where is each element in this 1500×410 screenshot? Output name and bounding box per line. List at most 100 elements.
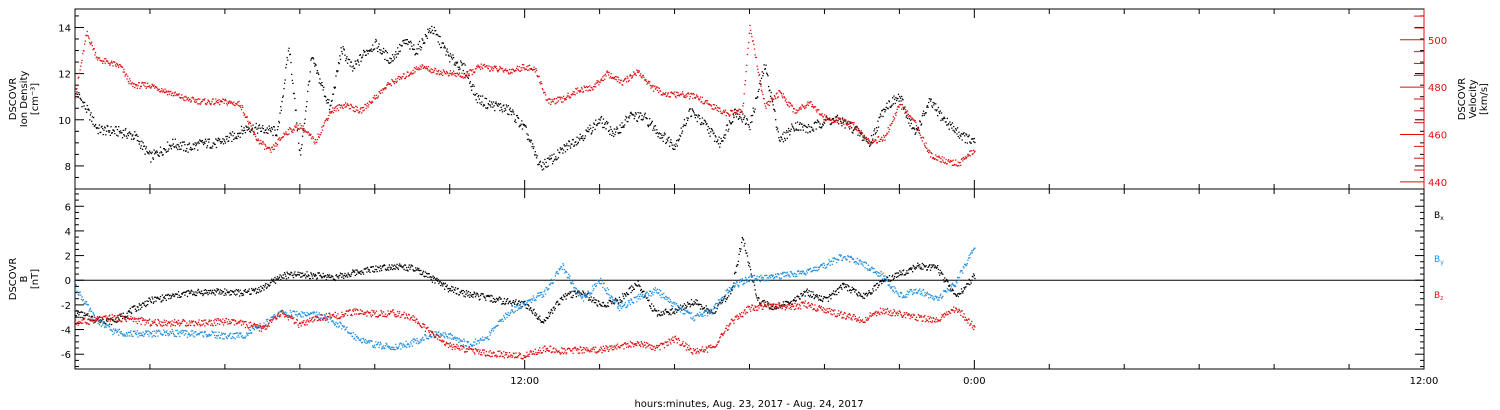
data-point bbox=[698, 99, 700, 101]
data-point bbox=[483, 103, 485, 106]
data-point bbox=[490, 106, 492, 108]
data-point bbox=[551, 163, 554, 165]
data-point bbox=[622, 80, 624, 82]
data-point bbox=[431, 336, 433, 338]
data-point bbox=[767, 85, 770, 88]
data-point bbox=[377, 46, 380, 48]
data-point bbox=[580, 90, 582, 93]
data-point bbox=[300, 316, 302, 318]
data-point bbox=[383, 51, 385, 54]
data-point bbox=[577, 291, 579, 293]
data-point bbox=[362, 110, 364, 112]
data-point bbox=[970, 142, 972, 144]
data-point bbox=[333, 86, 335, 88]
data-point bbox=[77, 311, 79, 313]
data-point bbox=[677, 309, 679, 311]
data-point bbox=[812, 130, 815, 132]
data-point bbox=[359, 54, 361, 57]
data-point bbox=[164, 334, 167, 336]
data-point bbox=[118, 319, 121, 321]
data-point bbox=[128, 309, 130, 312]
data-point bbox=[848, 128, 851, 130]
data-point bbox=[911, 117, 913, 119]
data-point bbox=[822, 298, 824, 300]
data-point bbox=[326, 119, 329, 121]
data-point bbox=[341, 50, 343, 53]
data-point bbox=[254, 287, 257, 290]
density-y-axis-title: [cm⁻³] bbox=[30, 83, 41, 115]
data-point bbox=[339, 107, 342, 109]
data-point bbox=[321, 85, 324, 87]
data-point bbox=[192, 97, 194, 99]
data-point bbox=[221, 101, 223, 103]
data-point bbox=[707, 308, 709, 310]
data-point bbox=[397, 267, 399, 269]
data-point bbox=[942, 279, 945, 281]
data-point bbox=[351, 66, 353, 68]
data-point bbox=[248, 288, 250, 290]
data-point bbox=[137, 309, 140, 311]
data-point bbox=[562, 294, 565, 296]
data-point bbox=[314, 312, 316, 314]
data-point bbox=[187, 151, 189, 153]
data-point bbox=[533, 66, 535, 68]
data-point bbox=[494, 65, 496, 67]
data-point bbox=[349, 107, 351, 110]
data-point bbox=[242, 106, 244, 108]
data-point bbox=[503, 110, 506, 112]
data-point bbox=[622, 125, 624, 127]
data-point bbox=[638, 115, 641, 117]
data-point bbox=[337, 62, 340, 64]
data-point bbox=[550, 103, 552, 106]
data-point bbox=[152, 157, 154, 159]
data-point bbox=[222, 291, 225, 293]
data-point bbox=[901, 108, 903, 110]
data-point bbox=[809, 296, 811, 298]
data-point bbox=[214, 294, 216, 296]
data-point bbox=[812, 105, 814, 108]
data-point bbox=[282, 135, 284, 138]
data-point bbox=[346, 104, 348, 106]
data-point bbox=[386, 83, 389, 86]
data-point bbox=[530, 68, 532, 70]
data-point bbox=[496, 69, 499, 72]
data-point bbox=[391, 348, 393, 351]
data-point bbox=[916, 130, 918, 132]
data-point bbox=[607, 74, 610, 76]
data-point bbox=[862, 135, 864, 137]
data-point bbox=[931, 264, 933, 266]
data-point bbox=[770, 305, 772, 307]
data-point bbox=[243, 114, 245, 116]
data-point bbox=[564, 295, 566, 298]
data-point bbox=[613, 76, 615, 79]
data-point bbox=[386, 268, 389, 270]
data-point bbox=[663, 313, 666, 315]
data-point bbox=[731, 289, 733, 292]
data-point bbox=[126, 137, 128, 139]
data-point bbox=[888, 100, 891, 103]
data-point bbox=[921, 140, 923, 142]
data-point bbox=[787, 104, 789, 107]
data-point bbox=[642, 74, 644, 77]
data-point bbox=[542, 321, 544, 323]
data-point bbox=[182, 97, 184, 99]
data-point bbox=[449, 287, 452, 290]
data-point bbox=[134, 333, 137, 335]
data-point bbox=[623, 293, 626, 295]
data-point bbox=[906, 117, 909, 119]
data-point bbox=[330, 111, 332, 113]
data-point bbox=[290, 73, 293, 76]
data-point bbox=[135, 134, 137, 137]
data-point bbox=[866, 138, 868, 140]
data-point bbox=[473, 72, 475, 74]
data-point bbox=[242, 112, 245, 114]
data-point bbox=[665, 310, 668, 313]
data-point bbox=[494, 102, 497, 105]
data-point bbox=[716, 140, 718, 143]
data-point bbox=[895, 111, 898, 114]
data-point bbox=[85, 301, 88, 303]
data-point bbox=[449, 53, 452, 55]
data-point bbox=[335, 110, 337, 112]
data-point bbox=[678, 95, 680, 97]
data-point bbox=[542, 168, 545, 170]
